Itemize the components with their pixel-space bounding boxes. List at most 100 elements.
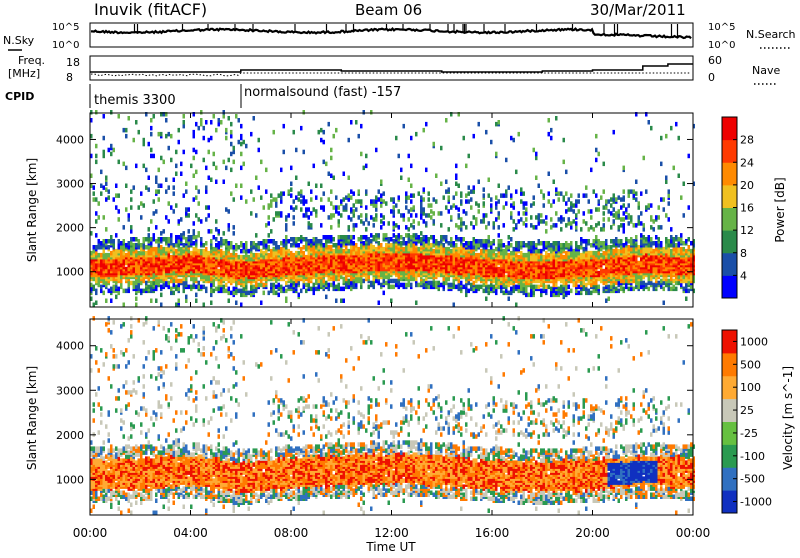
heatmap-cell xyxy=(333,176,336,181)
heatmap-cell xyxy=(470,221,473,226)
heatmap-cell xyxy=(370,199,373,204)
heatmap-cell xyxy=(518,245,521,250)
heatmap-cell xyxy=(373,277,376,282)
heatmap-cell xyxy=(208,176,211,181)
heatmap-cell xyxy=(333,243,336,248)
heatmap-cell xyxy=(93,185,96,190)
date-title: 30/Mar/2011 xyxy=(590,1,686,19)
heatmap-cell xyxy=(593,267,596,272)
freq-tick-top: 18 xyxy=(66,56,80,69)
heatmap-cell xyxy=(230,191,233,196)
heatmap-cell xyxy=(225,128,228,132)
heatmap-cell xyxy=(183,193,186,198)
heatmap-cell xyxy=(300,193,303,198)
heatmap-cell xyxy=(408,237,411,242)
heatmap-cell xyxy=(140,243,143,248)
heatmap-cell xyxy=(530,285,533,290)
heatmap-cell xyxy=(398,275,401,280)
heatmap-cell xyxy=(530,289,533,294)
heatmap-cell xyxy=(460,237,463,242)
heatmap-cell xyxy=(310,287,313,292)
heatmap-cell xyxy=(195,195,198,200)
heatmap-cell xyxy=(518,255,521,260)
heatmap-cell xyxy=(365,217,368,222)
heatmap-cell xyxy=(250,285,253,290)
heatmap-cell xyxy=(400,213,403,218)
heatmap-cell xyxy=(230,152,233,157)
heatmap-cell xyxy=(208,251,211,256)
heatmap-cell xyxy=(138,269,141,274)
heatmap-cell xyxy=(513,205,516,210)
heatmap-cell xyxy=(513,289,516,294)
heatmap-cell xyxy=(225,249,228,254)
heatmap-cell xyxy=(493,249,496,254)
heatmap-cell xyxy=(205,185,208,190)
heatmap-cell xyxy=(473,287,476,292)
heatmap-cell xyxy=(350,277,353,282)
heatmap-cell xyxy=(333,213,336,218)
heatmap-cell xyxy=(208,213,211,218)
heatmap-cell xyxy=(233,261,236,266)
heatmap-cell xyxy=(210,239,213,244)
heatmap-cell xyxy=(268,203,271,208)
heatmap-cell xyxy=(378,189,381,194)
heatmap-cell xyxy=(543,255,546,260)
heatmap-cell xyxy=(325,281,328,286)
heatmap-cell xyxy=(258,283,261,288)
heatmap-cell xyxy=(433,219,436,224)
heatmap-cell xyxy=(455,182,458,187)
heatmap-cell xyxy=(550,203,553,208)
heatmap-cell xyxy=(525,243,528,248)
heatmap-cell xyxy=(128,213,131,218)
heatmap-cell xyxy=(523,205,526,210)
heatmap-cell xyxy=(445,247,448,252)
heatmap-cell xyxy=(385,247,388,252)
heatmap-cell xyxy=(150,132,153,137)
heatmap-cell xyxy=(120,271,123,276)
heatmap-cell xyxy=(353,203,356,208)
heatmap-cell xyxy=(228,241,231,246)
heatmap-cell xyxy=(183,124,186,128)
heatmap-cell xyxy=(403,271,406,276)
heatmap-cell xyxy=(338,239,341,244)
heatmap-cell xyxy=(498,239,501,244)
heatmap-cell xyxy=(248,291,251,296)
heatmap-cell xyxy=(595,193,598,198)
heatmap-cell xyxy=(568,251,571,256)
heatmap-cell xyxy=(468,289,471,294)
heatmap-cell xyxy=(560,289,563,294)
heatmap-cell xyxy=(528,245,531,250)
heatmap-cell xyxy=(450,205,453,210)
heatmap-cell xyxy=(270,289,273,294)
heatmap-cell xyxy=(573,203,576,208)
heatmap-cell xyxy=(173,178,176,183)
heatmap-cell xyxy=(603,227,606,232)
heatmap-cell xyxy=(473,185,476,190)
heatmap-cell xyxy=(275,201,278,206)
heatmap-cell xyxy=(163,237,166,242)
heatmap-cell xyxy=(375,213,378,218)
heatmap-cell xyxy=(195,259,198,264)
heatmap-cell xyxy=(345,283,348,288)
heatmap-cell xyxy=(255,289,258,294)
heatmap-cell xyxy=(540,189,543,194)
heatmap-cell xyxy=(518,219,521,224)
heatmap-cell xyxy=(315,195,318,200)
heatmap-cell xyxy=(185,299,188,304)
heatmap-cell xyxy=(465,164,468,169)
heatmap-cell xyxy=(573,209,576,214)
heatmap-cell xyxy=(410,283,413,288)
heatmap-cell xyxy=(150,299,153,304)
heatmap-cell xyxy=(288,239,291,244)
heatmap-cell xyxy=(233,231,236,236)
heatmap-cell xyxy=(170,287,173,292)
heatmap-cell xyxy=(458,207,461,212)
heatmap-cell xyxy=(168,185,171,190)
heatmap-cell xyxy=(193,229,196,234)
heatmap-cell xyxy=(158,243,161,248)
heatmap-cell xyxy=(503,223,506,228)
heatmap-cell xyxy=(460,199,463,204)
heatmap-cell xyxy=(540,255,543,260)
heatmap-cell xyxy=(590,291,593,296)
heatmap-cell xyxy=(383,247,386,252)
